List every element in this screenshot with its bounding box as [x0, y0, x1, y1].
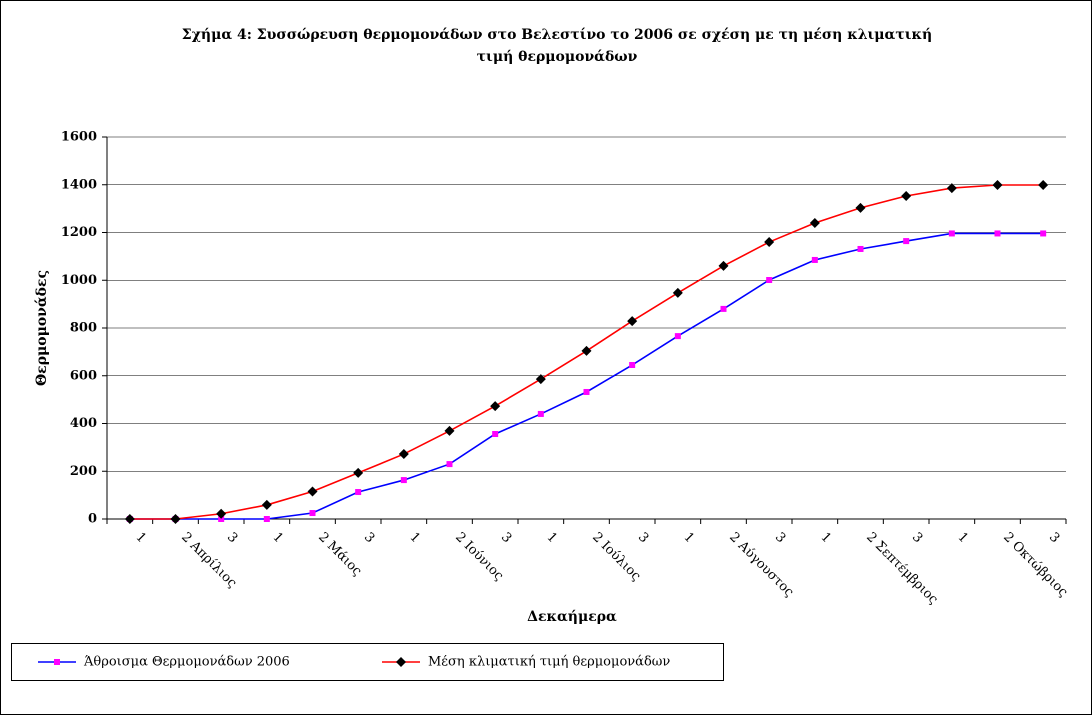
data-point — [446, 461, 453, 468]
data-point — [398, 449, 409, 460]
data-point — [490, 401, 501, 412]
y-tick-label: 1200 — [61, 225, 97, 240]
data-point — [218, 516, 225, 522]
data-point — [400, 477, 407, 484]
data-point — [627, 316, 638, 327]
data-point — [946, 183, 957, 194]
data-point — [492, 431, 499, 438]
data-point — [811, 256, 818, 263]
legend-label: Μέση κλιματική τιμή θερμομονάδων — [428, 655, 670, 670]
data-point — [537, 410, 544, 417]
data-point — [353, 467, 364, 478]
data-point — [766, 277, 773, 284]
data-point — [309, 510, 316, 517]
data-point — [992, 179, 1003, 190]
data-point — [901, 190, 912, 201]
data-point — [948, 230, 955, 237]
data-point — [1040, 230, 1047, 237]
legend — [11, 643, 724, 681]
y-tick-label: 200 — [70, 464, 97, 479]
data-point — [720, 305, 727, 312]
y-tick-label: 800 — [70, 321, 97, 336]
data-point — [857, 245, 864, 252]
legend-marker — [396, 657, 406, 667]
data-point — [583, 388, 590, 395]
x-axis-label: Δεκαήμερα — [527, 609, 617, 625]
y-tick-label: 1600 — [61, 130, 97, 145]
data-point — [809, 217, 820, 228]
y-axis-label: Θερμομονάδες — [34, 270, 50, 386]
data-point — [444, 425, 455, 436]
legend-marker — [54, 659, 60, 665]
y-tick-label: 1400 — [61, 177, 97, 192]
data-point — [629, 362, 636, 369]
y-tick-label: 1000 — [61, 273, 97, 288]
y-tick-label: 600 — [70, 368, 97, 383]
data-point — [216, 508, 227, 519]
data-point — [994, 230, 1001, 237]
data-point — [855, 202, 866, 213]
data-point — [581, 345, 592, 356]
data-point — [672, 287, 683, 298]
chart-title: Σχήμα 4: Συσσώρευση θερμομονάδων στο Βελ… — [182, 26, 932, 43]
legend-label: Άθροισμα Θερμομονάδων 2006 — [83, 655, 290, 670]
chart-title: τιμή θερμομονάδων — [477, 49, 638, 65]
data-point — [170, 514, 181, 524]
data-point — [261, 499, 272, 510]
y-tick-label: 400 — [70, 416, 97, 431]
data-point — [903, 238, 910, 245]
data-point — [124, 514, 135, 524]
data-point — [355, 489, 362, 496]
data-point — [307, 486, 318, 497]
y-tick-label: 0 — [88, 512, 97, 527]
data-point — [1038, 179, 1049, 190]
data-point — [674, 333, 681, 340]
data-point — [718, 260, 729, 271]
data-point — [535, 374, 546, 385]
data-point — [263, 516, 270, 522]
data-point — [764, 237, 775, 248]
